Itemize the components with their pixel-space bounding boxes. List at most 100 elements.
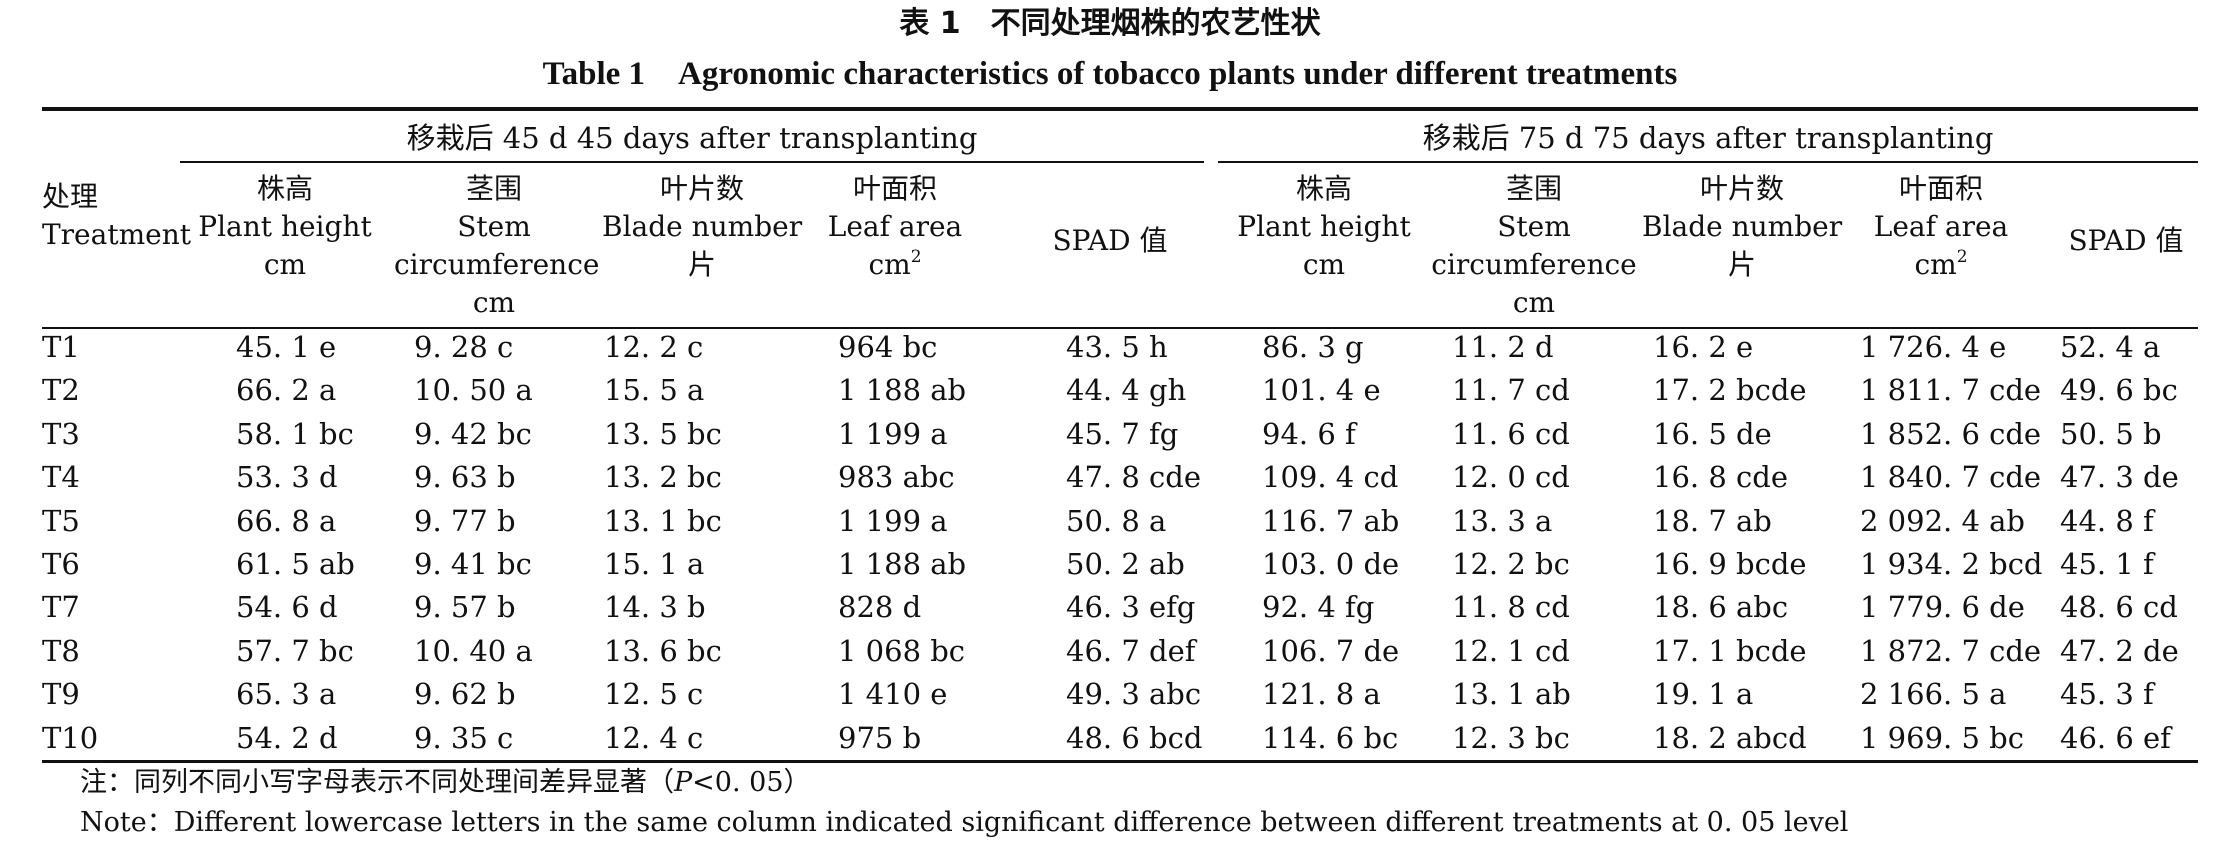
cell-leaf-area-45d: 828 d <box>838 590 922 625</box>
row-treatment-label: T5 <box>42 503 80 538</box>
cell-spad-45d: 50. 2 ab <box>1066 547 1185 581</box>
column-header-line: 叶片数 <box>659 172 744 205</box>
column-header-line: cm <box>472 286 516 319</box>
cell-leaf-area-75d: 1 811. 7 cde <box>1860 373 2042 408</box>
cell-leaf-area-45d: 983 abc <box>838 460 955 495</box>
row-treatment-label: T3 <box>42 416 80 451</box>
row-treatment-label: T4 <box>42 460 80 495</box>
cell-plant-height-45d: 58. 1 bc <box>236 416 354 451</box>
cell-blade-number-45d: 12. 2 c <box>604 330 704 364</box>
cell-stem-circumference-45d: 10. 50 a <box>414 373 533 408</box>
cell-spad-45d: 50. 8 a <box>1066 503 1167 538</box>
cell-stem-circumference-75d: 12. 2 bc <box>1452 547 1570 581</box>
column-header-line: 片 <box>1727 248 1756 281</box>
cell-plant-height-75d: 101. 4 e <box>1262 373 1381 408</box>
cell-plant-height-75d: 121. 8 a <box>1262 677 1381 712</box>
column-header-line: Blade number <box>1642 210 1843 243</box>
cell-stem-circumference-45d: 9. 62 b <box>414 677 516 712</box>
cell-leaf-area-75d: 2 166. 5 a <box>1860 677 2007 712</box>
cell-plant-height-45d: 66. 8 a <box>236 503 337 538</box>
group-header-75d: 移栽后 75 d 75 days after transplanting <box>1422 121 1994 155</box>
cell-blade-number-45d: 13. 2 bc <box>604 460 722 495</box>
cell-plant-height-45d: 54. 2 d <box>236 720 338 755</box>
cell-plant-height-75d: 86. 3 g <box>1262 330 1364 364</box>
column-header-line: Leaf area <box>1873 210 2009 243</box>
group-45d-underline <box>180 161 1204 163</box>
cell-blade-number-75d: 16. 9 bcde <box>1653 547 1807 581</box>
column-header-line: 叶片数 <box>1699 172 1784 205</box>
column-header-line: 株高 <box>1295 172 1352 205</box>
cell-blade-number-45d: 13. 1 bc <box>604 503 722 538</box>
cell-spad-75d: 45. 3 f <box>2060 677 2154 712</box>
cell-leaf-area-45d: 1 199 a <box>838 503 948 538</box>
cell-spad-45d: 46. 7 def <box>1066 633 1196 668</box>
column-header-line: Plant height <box>1237 210 1411 243</box>
cell-leaf-area-75d: 1 969. 5 bc <box>1860 720 2024 755</box>
cell-spad-45d: 44. 4 gh <box>1066 373 1187 408</box>
column-header-line: 片 <box>687 248 716 281</box>
column-header-leaf-area-45d: 叶面积 Leaf area cm2 <box>800 170 990 284</box>
cell-plant-height-75d: 106. 7 de <box>1262 633 1400 668</box>
cell-blade-number-45d: 12. 5 c <box>604 677 704 712</box>
cell-stem-circumference-45d: 9. 42 bc <box>414 416 532 451</box>
cell-leaf-area-75d: 1 726. 4 e <box>1860 330 2007 364</box>
note-cn-p-symbol: P <box>674 767 693 798</box>
group-header-45d: 移栽后 45 d 45 days after transplanting <box>406 121 978 155</box>
cell-blade-number-75d: 18. 7 ab <box>1653 503 1772 538</box>
superscript-two: 2 <box>1956 247 1968 267</box>
table-bottom-rule <box>42 760 2198 763</box>
cell-spad-45d: 45. 7 fg <box>1066 416 1179 451</box>
cell-spad-45d: 49. 3 abc <box>1066 677 1202 712</box>
note-cn-text: 注：同列不同小写字母表示不同处理间差异显著（ <box>80 767 674 798</box>
cell-blade-number-75d: 16. 5 de <box>1653 416 1772 451</box>
column-header-plant-height-75d: 株高 Plant height cm <box>1224 170 1424 284</box>
cell-leaf-area-45d: 1 068 bc <box>838 633 966 668</box>
column-header-spad-75d: SPAD 值 <box>2051 222 2201 260</box>
column-header-line: 叶面积 <box>852 172 937 205</box>
note-cn-threshold: <0. 05） <box>692 767 811 798</box>
cell-plant-height-75d: 116. 7 ab <box>1262 503 1400 538</box>
cell-blade-number-75d: 17. 2 bcde <box>1653 373 1807 408</box>
cell-stem-circumference-45d: 9. 35 c <box>414 720 514 755</box>
cell-leaf-area-75d: 1 852. 6 cde <box>1860 416 2042 451</box>
cell-leaf-area-45d: 1 188 ab <box>838 373 967 408</box>
column-header-line: cm2 <box>1914 247 1968 281</box>
column-header-line: cm <box>1512 286 1556 319</box>
cell-plant-height-45d: 65. 3 a <box>236 677 337 712</box>
column-header-line: Plant height <box>198 210 372 243</box>
cell-blade-number-45d: 12. 4 c <box>604 720 704 755</box>
cell-stem-circumference-75d: 12. 0 cd <box>1452 460 1570 495</box>
column-header-line: circumference <box>394 248 600 281</box>
cell-plant-height-45d: 53. 3 d <box>236 460 338 495</box>
cell-stem-circumference-75d: 13. 3 a <box>1452 503 1553 538</box>
cell-plant-height-75d: 114. 6 bc <box>1262 720 1399 755</box>
cell-stem-circumference-75d: 11. 2 d <box>1452 330 1554 364</box>
treatment-header-cn: 处理 <box>42 180 99 213</box>
cell-blade-number-45d: 15. 1 a <box>604 547 705 581</box>
cell-stem-circumference-75d: 12. 1 cd <box>1452 633 1570 668</box>
cell-leaf-area-45d: 1 410 e <box>838 677 948 712</box>
cell-stem-circumference-75d: 13. 1 ab <box>1452 677 1571 712</box>
cell-leaf-area-75d: 2 092. 4 ab <box>1860 503 2025 538</box>
cell-spad-45d: 48. 6 bcd <box>1066 720 1203 755</box>
cell-leaf-area-45d: 1 188 ab <box>838 547 967 581</box>
column-header-line: SPAD 值 <box>2068 224 2184 257</box>
cell-leaf-area-75d: 1 840. 7 cde <box>1860 460 2042 495</box>
cell-spad-75d: 50. 5 b <box>2060 416 2162 451</box>
superscript-two: 2 <box>910 247 922 267</box>
table-title-en: Table 1 Agronomic characteristics of tob… <box>542 56 1678 92</box>
cell-stem-circumference-75d: 12. 3 bc <box>1452 720 1570 755</box>
table-note-en: Note：Different lowercase letters in the … <box>80 807 1849 838</box>
cell-spad-45d: 43. 5 h <box>1066 330 1168 364</box>
cell-spad-75d: 44. 8 f <box>2060 503 2154 538</box>
cell-blade-number-45d: 15. 5 a <box>604 373 705 408</box>
column-header-line: 茎围 <box>465 172 522 205</box>
cell-spad-75d: 49. 6 bc <box>2060 373 2178 408</box>
cell-spad-75d: 45. 1 f <box>2060 547 2154 581</box>
cell-plant-height-45d: 61. 5 ab <box>236 547 355 581</box>
cell-stem-circumference-45d: 9. 41 bc <box>414 547 532 581</box>
row-treatment-label: T1 <box>42 330 80 364</box>
column-header-line: 叶面积 <box>1898 172 1983 205</box>
cell-spad-75d: 52. 4 a <box>2060 330 2161 364</box>
cell-stem-circumference-45d: 9. 77 b <box>414 503 516 538</box>
